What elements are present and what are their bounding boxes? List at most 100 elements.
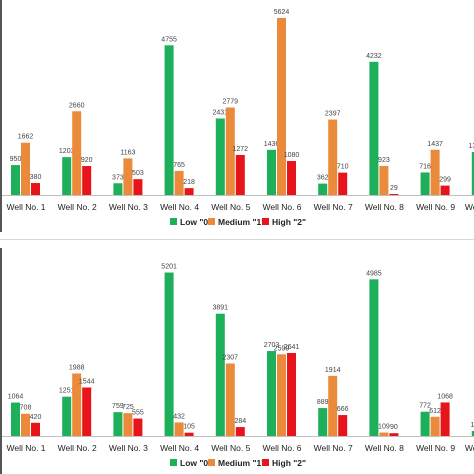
- category-label: Well No. 8: [365, 202, 404, 212]
- bar: [328, 375, 338, 436]
- bar: [164, 45, 174, 196]
- bar: [267, 149, 276, 195]
- data-label: 1914: [325, 367, 341, 374]
- bar: [164, 272, 174, 436]
- bar: [420, 411, 430, 436]
- category-label: Well No. 3: [109, 443, 148, 453]
- data-label: 2660: [69, 102, 85, 109]
- bar: [379, 165, 389, 195]
- bar: [430, 149, 440, 195]
- legend-swatch: [170, 218, 177, 225]
- bar: [338, 415, 348, 436]
- bar: [471, 151, 474, 195]
- bar: [338, 172, 348, 195]
- chart-bottom: 1064 708 420 Well No. 1 1251 1988 1544 Well No.…: [2, 264, 474, 468]
- data-label: 3891: [213, 305, 229, 312]
- legend-label: High "2": [272, 458, 306, 468]
- data-label: 373: [112, 174, 124, 181]
- data-label: 4985: [366, 270, 382, 277]
- category-label: Well No. 10: [465, 202, 474, 212]
- data-label: 284: [234, 418, 246, 425]
- data-label: 2779: [223, 99, 239, 106]
- data-label: 1367: [469, 143, 474, 150]
- bar: [277, 354, 286, 436]
- bar: [440, 402, 450, 436]
- data-label: 1662: [18, 134, 34, 141]
- data-label: 725: [122, 404, 134, 411]
- category-label: Well No. 7: [314, 443, 353, 453]
- bar: [82, 387, 92, 436]
- data-label: 2703: [264, 342, 280, 349]
- bar: [174, 422, 184, 436]
- category-label: Well No. 4: [160, 443, 199, 453]
- bar: [420, 172, 430, 195]
- category-label: Well No. 1: [6, 443, 45, 453]
- data-label: 2431: [213, 109, 229, 116]
- bar: [379, 432, 389, 436]
- legend-swatch: [262, 459, 269, 466]
- bar: [287, 352, 296, 436]
- legend-label: Low "0": [180, 458, 212, 468]
- data-label: 432: [173, 413, 185, 420]
- bar: [287, 161, 296, 195]
- bar: [369, 61, 379, 196]
- data-label: 5201: [161, 264, 177, 271]
- data-label: 5624: [274, 9, 290, 16]
- bar: [31, 422, 40, 436]
- data-label: 29: [390, 185, 398, 192]
- data-label: 765: [173, 162, 185, 169]
- bar: [471, 431, 474, 436]
- data-label: 299: [439, 177, 451, 184]
- category-label: Well No. 4: [160, 202, 199, 212]
- data-label: 2307: [223, 354, 239, 361]
- category-label: Well No. 9: [416, 202, 455, 212]
- bar: [277, 17, 286, 195]
- bar: [11, 402, 20, 436]
- data-label: 759: [112, 403, 124, 410]
- bar: [225, 363, 235, 436]
- legend-label: Medium "1": [218, 458, 265, 468]
- bar: [21, 142, 30, 195]
- bar: [215, 118, 225, 195]
- data-label: 1436: [264, 141, 280, 148]
- data-label: 218: [183, 179, 195, 186]
- bar: [318, 408, 328, 436]
- data-label: 1163: [120, 149, 135, 156]
- bar: [21, 413, 30, 436]
- data-label: 1437: [427, 141, 443, 148]
- legend-label: High "2": [272, 217, 306, 227]
- data-label: 2397: [325, 111, 341, 118]
- category-label: Well No. 6: [262, 443, 301, 453]
- bar: [113, 412, 123, 436]
- legend-swatch: [208, 218, 215, 225]
- bar: [31, 183, 40, 195]
- bar: [133, 418, 143, 436]
- category-label: Well No. 7: [314, 202, 353, 212]
- bar: [123, 158, 133, 195]
- chart-top: 950 1662 380 Well No. 1 1203 2660 920 Well No. …: [2, 9, 474, 227]
- bar: [369, 279, 379, 436]
- category-label: Well No. 9: [416, 443, 455, 453]
- data-label: 105: [183, 424, 195, 431]
- legend-label: Low "0": [180, 217, 212, 227]
- data-label: 362: [317, 175, 329, 182]
- bar: [113, 183, 123, 195]
- bar: [62, 396, 72, 436]
- bar: [235, 427, 245, 436]
- bar: [184, 432, 194, 436]
- data-label: 1544: [79, 378, 95, 385]
- category-label: Well No. 2: [58, 443, 97, 453]
- data-label: 950: [10, 156, 22, 163]
- bar: [123, 413, 133, 436]
- bar: [62, 157, 72, 195]
- bar: [389, 433, 399, 436]
- category-label: Well No. 2: [58, 202, 97, 212]
- data-label: 716: [419, 163, 431, 170]
- data-label: 2641: [284, 344, 300, 351]
- bar: [440, 185, 450, 195]
- data-label: 889: [317, 399, 329, 406]
- bar: [11, 165, 20, 195]
- data-label: 708: [20, 405, 32, 412]
- legend-swatch: [208, 459, 215, 466]
- category-label: Well No. 5: [211, 443, 250, 453]
